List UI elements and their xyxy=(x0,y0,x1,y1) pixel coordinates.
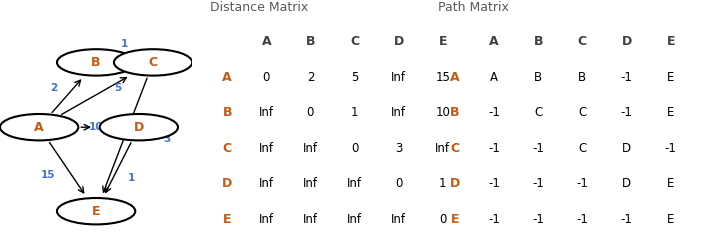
Circle shape xyxy=(114,49,192,76)
Text: D: D xyxy=(222,177,232,190)
Text: 0: 0 xyxy=(395,177,402,190)
Text: -1: -1 xyxy=(488,213,500,226)
Text: E: E xyxy=(666,35,675,48)
Text: -1: -1 xyxy=(533,213,544,226)
Circle shape xyxy=(57,49,135,76)
Text: D: D xyxy=(394,35,404,48)
Text: C: C xyxy=(451,142,459,155)
Text: C: C xyxy=(578,142,587,155)
Circle shape xyxy=(100,114,178,140)
Text: -1: -1 xyxy=(577,177,588,190)
Text: -1: -1 xyxy=(621,106,632,119)
Circle shape xyxy=(57,198,135,224)
Text: B: B xyxy=(450,106,460,119)
Text: A: A xyxy=(222,71,232,84)
Text: E: E xyxy=(451,213,459,226)
Text: D: D xyxy=(622,142,631,155)
Text: E: E xyxy=(92,205,100,218)
Text: -1: -1 xyxy=(488,106,500,119)
Text: -1: -1 xyxy=(533,142,544,155)
Text: Inf: Inf xyxy=(303,177,318,190)
Text: Inf: Inf xyxy=(258,177,274,190)
Text: Inf: Inf xyxy=(258,106,274,119)
Text: Inf: Inf xyxy=(391,213,407,226)
Text: B: B xyxy=(533,35,543,48)
Text: A: A xyxy=(34,121,44,134)
Circle shape xyxy=(0,114,78,140)
Text: B: B xyxy=(534,71,543,84)
Text: -1: -1 xyxy=(488,177,500,190)
Text: A: A xyxy=(489,35,499,48)
Text: 0: 0 xyxy=(351,142,358,155)
Text: E: E xyxy=(667,106,674,119)
Text: 0: 0 xyxy=(439,213,446,226)
Text: A: A xyxy=(490,71,498,84)
Text: Inf: Inf xyxy=(435,142,451,155)
Text: 0: 0 xyxy=(263,71,270,84)
Text: 3: 3 xyxy=(395,142,402,155)
Text: 15: 15 xyxy=(41,170,56,180)
Text: B: B xyxy=(305,35,315,48)
Text: -1: -1 xyxy=(488,142,500,155)
Text: Distance Matrix: Distance Matrix xyxy=(210,1,308,14)
Text: C: C xyxy=(149,56,157,69)
Text: Inf: Inf xyxy=(391,106,407,119)
Text: D: D xyxy=(450,177,460,190)
Text: 1: 1 xyxy=(439,177,446,190)
Text: 5: 5 xyxy=(351,71,358,84)
Text: 10: 10 xyxy=(89,122,103,132)
Text: Inf: Inf xyxy=(303,142,318,155)
Text: D: D xyxy=(622,177,631,190)
Text: Inf: Inf xyxy=(391,71,407,84)
Text: -1: -1 xyxy=(665,142,676,155)
Text: Inf: Inf xyxy=(258,142,274,155)
Text: -1: -1 xyxy=(577,213,588,226)
Text: C: C xyxy=(534,106,543,119)
Text: A: A xyxy=(261,35,271,48)
Text: B: B xyxy=(222,106,232,119)
Text: 15: 15 xyxy=(436,71,450,84)
Text: 1: 1 xyxy=(128,173,135,183)
Text: Inf: Inf xyxy=(347,213,362,226)
Text: Inf: Inf xyxy=(258,213,274,226)
Text: B: B xyxy=(91,56,101,69)
Text: E: E xyxy=(439,35,447,48)
Text: C: C xyxy=(578,106,587,119)
Text: E: E xyxy=(667,71,674,84)
Text: 2: 2 xyxy=(50,83,57,93)
Text: E: E xyxy=(223,213,231,226)
Text: 0: 0 xyxy=(307,106,314,119)
Text: E: E xyxy=(667,213,674,226)
Text: B: B xyxy=(578,71,587,84)
Text: 1: 1 xyxy=(121,39,128,49)
Text: -1: -1 xyxy=(621,71,632,84)
Text: C: C xyxy=(578,35,587,48)
Text: 2: 2 xyxy=(307,71,314,84)
Text: Inf: Inf xyxy=(347,177,362,190)
Text: 3: 3 xyxy=(164,134,171,144)
Text: 10: 10 xyxy=(436,106,450,119)
Text: C: C xyxy=(223,142,231,155)
Text: E: E xyxy=(667,177,674,190)
Text: 1: 1 xyxy=(351,106,358,119)
Text: D: D xyxy=(134,121,144,134)
Text: 5: 5 xyxy=(114,83,121,93)
Text: A: A xyxy=(450,71,460,84)
Text: C: C xyxy=(350,35,359,48)
Text: Path Matrix: Path Matrix xyxy=(438,1,509,14)
Text: -1: -1 xyxy=(533,177,544,190)
Text: -1: -1 xyxy=(621,213,632,226)
Text: D: D xyxy=(622,35,632,48)
Text: Inf: Inf xyxy=(303,213,318,226)
